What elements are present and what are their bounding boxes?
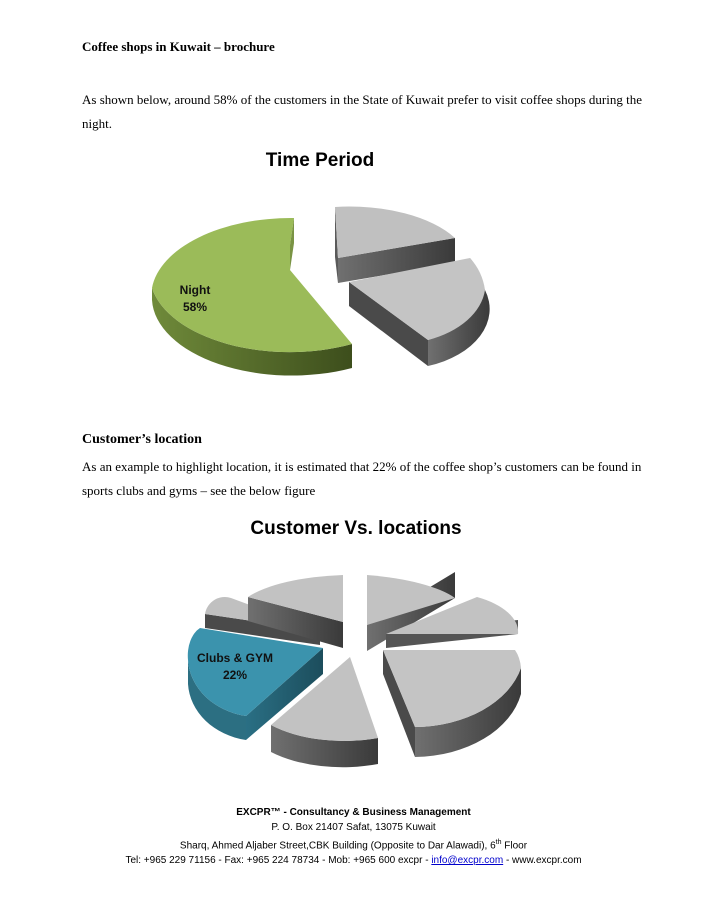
slice-grey-b [248, 575, 343, 648]
intro-paragraph: As shown below, around 58% of the custom… [82, 92, 642, 131]
footer-contact-suffix: - www.excpr.com [503, 855, 582, 867]
slice-grey-e [386, 597, 519, 648]
chart-title-time-period: Time Period [265, 150, 375, 171]
night-value: 58% [183, 300, 207, 314]
footer-address-end: Floor [501, 840, 528, 852]
slice-grey-top [335, 206, 455, 283]
slice-grey-right [349, 258, 490, 366]
slice-night [152, 217, 352, 376]
footer: EXCPR™ - Consultancy & Business Manageme… [0, 805, 707, 868]
footer-po-box: P. O. Box 21407 Safat, 13075 Kuwait [271, 822, 436, 833]
clubs-gym-value: 22% [223, 668, 247, 682]
chart-title-locations: Customer Vs. locations [250, 518, 462, 539]
footer-contact: Tel: +965 229 71156 - Fax: +965 224 7873… [0, 853, 707, 868]
footer-email-link[interactable]: info@excpr.com [431, 855, 504, 867]
slice-clubs-gym [187, 628, 323, 740]
footer-company: EXCPR™ - Consultancy & Business Manageme… [236, 807, 471, 818]
footer-address: Sharq, Ahmed Aljaber Street,CBK Building… [0, 835, 707, 853]
slice-grey-d [367, 572, 455, 651]
slice-grey-c [271, 657, 378, 768]
document-title: Coffee shops in Kuwait – brochure [82, 39, 275, 54]
section-heading: Customer’s location [82, 432, 202, 447]
clubs-gym-label: Clubs & GYM [197, 651, 273, 665]
footer-address-main: Sharq, Ahmed Aljaber Street,CBK Building… [179, 840, 496, 852]
footer-address-sup: th [495, 839, 502, 846]
location-paragraph: As an example to highlight location, it … [82, 459, 642, 498]
slice-grey-f [383, 650, 521, 757]
footer-contact-prefix: Tel: +965 229 71156 - Fax: +965 224 7873… [125, 855, 432, 867]
night-label: Night [180, 283, 211, 297]
